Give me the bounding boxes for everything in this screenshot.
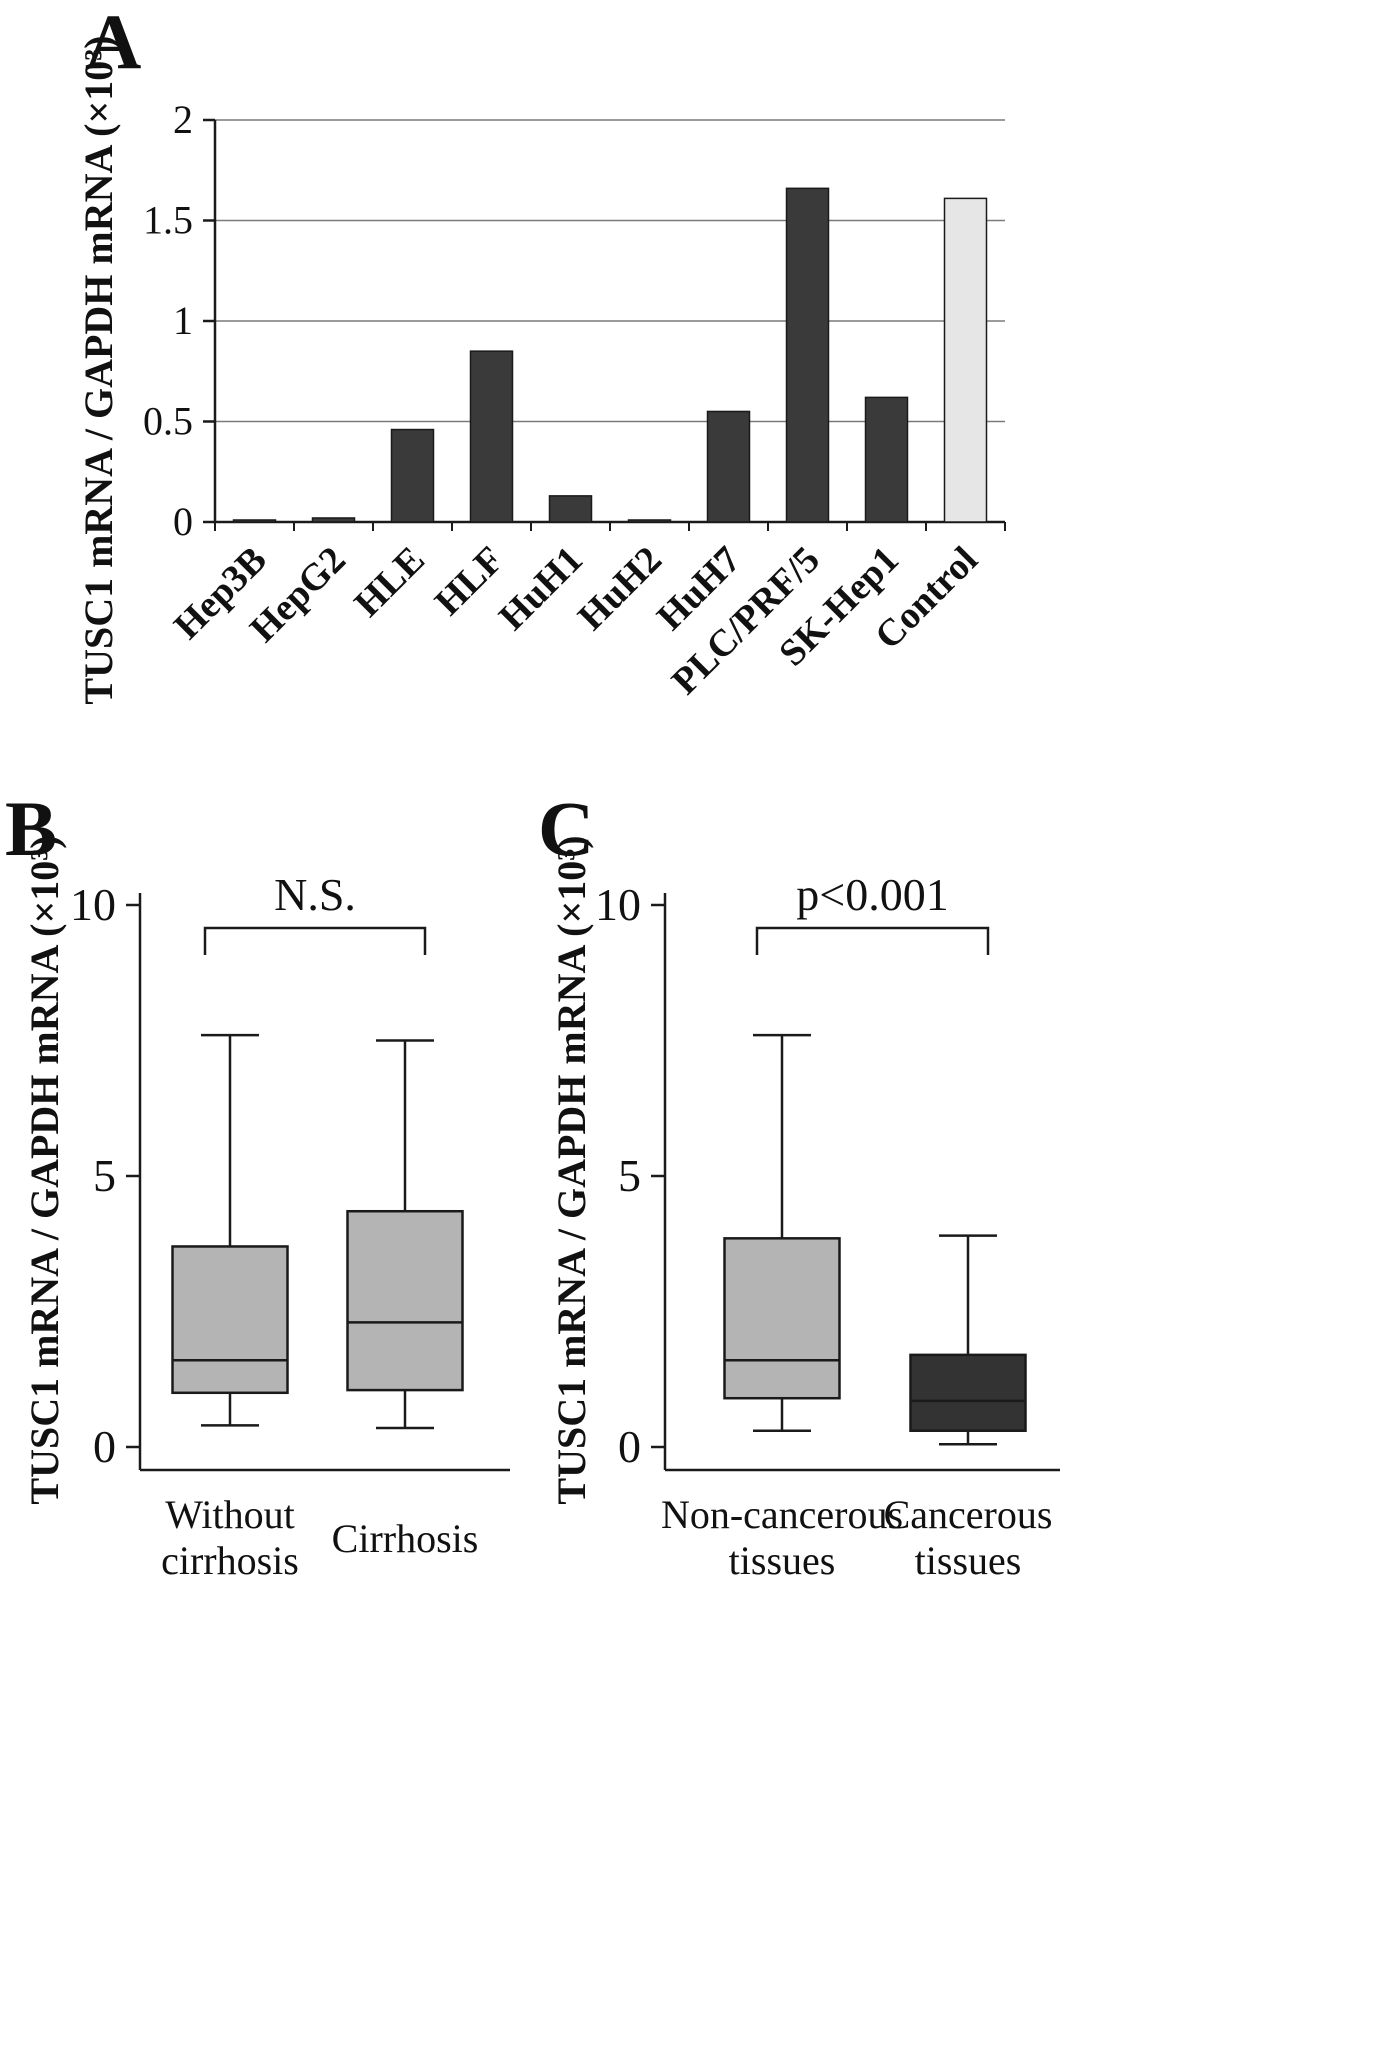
x-category-label: Without cirrhosis	[161, 1492, 299, 1583]
bar-Control	[943, 197, 988, 523]
panel-b-boxplot: 0 5 10 N.S. Without cirrhosis Cirrhosis TUSC1 m…	[22, 835, 510, 1583]
y-tick-label: 0	[173, 499, 193, 544]
significance-label: N.S.	[274, 869, 356, 920]
box-without-cirrhosis	[171, 1245, 289, 1395]
box-cancerous-tissues	[909, 1353, 1027, 1432]
y-tick-label: 10	[70, 879, 116, 930]
y-tick-label: 1.5	[143, 198, 193, 243]
bar-HuH2	[627, 519, 672, 523]
y-tick-label: 5	[618, 1150, 641, 1201]
bar-Hep3B	[232, 519, 277, 523]
x-category-label: Non-cancerous tissues	[661, 1492, 903, 1583]
panel-label-a: A	[85, 0, 141, 85]
y-tick-label: 10	[595, 879, 641, 930]
bar-HuH1	[548, 495, 593, 523]
y-tick-label: 1	[173, 298, 193, 343]
y-tick-label: 5	[93, 1150, 116, 1201]
y-tick-label: 2	[173, 97, 193, 142]
x-category-label: HLE	[346, 539, 432, 625]
y-axis-title: TUSC1 mRNA / GAPDH mRNA (×10³)	[549, 835, 594, 1504]
bar-HuH7	[706, 410, 751, 523]
panel-label-b: B	[5, 785, 57, 872]
y-tick-label: 0	[618, 1421, 641, 1472]
bar-HLF	[469, 350, 514, 523]
significance-label: p<0.001	[796, 869, 948, 920]
bar-PLC/PRF/5	[785, 187, 830, 523]
bar-SK-Hep1	[864, 396, 909, 523]
bar-HepG2	[311, 517, 356, 523]
significance-bracket	[755, 926, 990, 955]
x-category-label: HuH2	[570, 539, 670, 639]
y-axis-title: TUSC1 mRNA / GAPDH mRNA (×10³)	[22, 835, 67, 1504]
x-category-label: Cirrhosis	[332, 1516, 479, 1561]
significance-bracket	[203, 926, 427, 955]
panel-a-bar-chart: 00.511.52Hep3BHepG2HLEHLFHuH1HuH2HuH7PLC…	[76, 35, 1006, 705]
panel-c-boxplot: 0 5 10 p<0.001 Non-cancerous tissuesCancerous…	[549, 835, 1060, 1583]
box-non-cancerous-tissues	[723, 1237, 841, 1400]
y-tick-label: 0.5	[143, 399, 193, 444]
box-cirrhosis	[346, 1209, 464, 1392]
x-category-label: HuH1	[491, 539, 591, 639]
y-tick-label: 0	[93, 1421, 116, 1472]
x-category-label: Cancerous tissues	[884, 1492, 1053, 1583]
panel-label-c: C	[538, 785, 594, 872]
bar-HLE	[390, 428, 435, 523]
y-axis-title: TUSC1 mRNA / GAPDH mRNA (×10³)	[76, 35, 121, 704]
